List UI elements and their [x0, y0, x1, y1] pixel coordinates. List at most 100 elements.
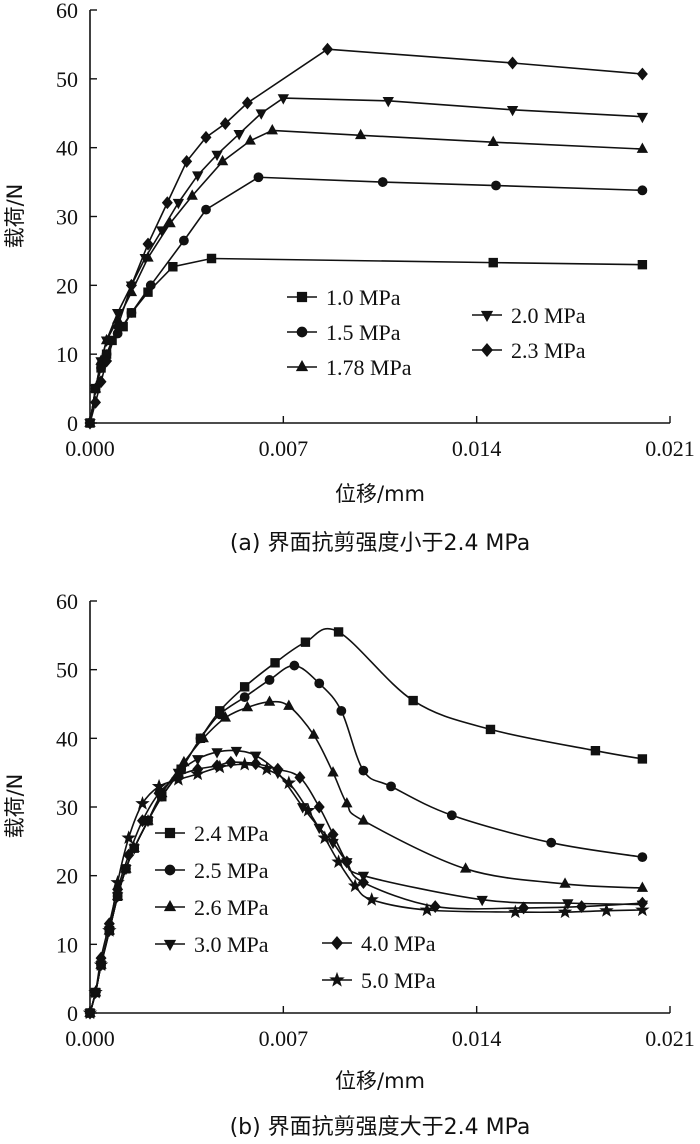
data-point [219, 711, 232, 722]
data-point [241, 700, 254, 712]
data-point [635, 902, 650, 917]
y-tick-label: 20 [56, 273, 78, 298]
data-point [382, 97, 394, 108]
data-point [112, 320, 124, 334]
data-point [126, 307, 137, 318]
data-point [178, 235, 189, 246]
data-point [123, 848, 135, 862]
data-point [102, 923, 117, 937]
legend-item: 2.6 MPa [155, 895, 269, 920]
data-point [216, 154, 229, 166]
data-point [225, 755, 237, 769]
data-point [135, 796, 150, 810]
data-point [121, 830, 136, 845]
data-point [200, 130, 212, 144]
data-point [637, 754, 648, 764]
data-point [354, 128, 367, 140]
data-point [142, 237, 154, 251]
data-point [263, 695, 276, 706]
data-point [237, 756, 252, 771]
caption-b: (b) 界面抗剪强度大于2.4 MPa [230, 1115, 531, 1140]
x-tick-label: 0.014 [452, 1026, 502, 1051]
data-point [491, 180, 501, 191]
data-point [518, 901, 530, 915]
data-point [506, 105, 519, 117]
series-5-0-mpa-b [82, 756, 650, 1020]
data-point [241, 96, 253, 110]
data-point [308, 728, 320, 739]
series-line [89, 700, 643, 1014]
data-point [239, 682, 250, 692]
data-point [253, 172, 264, 183]
legend-marker [480, 310, 494, 323]
data-point [82, 1005, 98, 1020]
data-point [164, 216, 176, 228]
x-tick-label: 0.000 [65, 1026, 115, 1051]
data-point [259, 761, 274, 776]
x-ticks-a: 0.000 0.007 0.014 0.021 [65, 416, 695, 461]
data-point [95, 375, 107, 389]
data-point [88, 984, 103, 999]
data-point [186, 189, 198, 200]
legend-marker [295, 359, 309, 372]
x-axis-title-a: 位移/mm [335, 482, 425, 506]
data-point [419, 902, 435, 917]
data-point [266, 123, 278, 135]
series-layer-a [84, 42, 649, 430]
data-point [111, 309, 124, 320]
data-point [233, 130, 245, 141]
legend-label: 2.5 MPa [194, 858, 269, 883]
data-point [446, 810, 457, 821]
data-point [336, 705, 347, 716]
legend-marker [164, 864, 176, 876]
data-point [125, 278, 137, 292]
data-point [546, 837, 557, 848]
series-2-3-mpa-a [84, 42, 648, 430]
data-point [459, 862, 472, 873]
data-point [212, 759, 227, 774]
legend-marker [163, 939, 177, 952]
y-tick-label: 30 [56, 795, 78, 820]
series-layer-b [82, 627, 650, 1020]
x-ticks-b: 0.000 0.007 0.014 0.021 [65, 1006, 695, 1051]
legend-marker [163, 899, 177, 912]
data-point [508, 904, 523, 919]
data-point [101, 354, 113, 368]
legend-item: 2.4 MPa [155, 821, 269, 846]
y-tick-label: 50 [56, 658, 78, 683]
chart-panel-a: 0.000 0.007 0.014 0.021 0 10 20 30 40 50 60 1.0 M… [3, 0, 695, 556]
data-point [476, 895, 488, 907]
y-tick-label: 60 [56, 589, 78, 614]
legend-label: 2.0 MPa [511, 303, 586, 328]
data-point [559, 877, 571, 888]
data-point [313, 800, 325, 814]
data-point [161, 196, 173, 210]
x-tick-label: 0.000 [65, 436, 115, 461]
data-point [357, 876, 369, 889]
series-2-5-mpa-b [85, 660, 648, 1018]
y-tick-label: 0 [67, 1001, 78, 1026]
data-point [487, 135, 499, 147]
data-point [206, 253, 217, 264]
legend-item: 4.0 MPa [322, 931, 436, 956]
data-point [364, 892, 379, 906]
data-point [172, 198, 185, 210]
data-point [488, 257, 498, 268]
data-point [90, 395, 102, 409]
data-point [211, 748, 223, 759]
y-ticks-a: 0 10 20 30 40 50 60 [56, 0, 97, 436]
data-point [314, 678, 325, 689]
x-tick-label: 0.007 [259, 1026, 309, 1051]
data-point [408, 695, 418, 706]
legend-item: 1.0 MPa [287, 285, 401, 310]
data-point [590, 745, 601, 756]
legend-label: 2.4 MPa [194, 821, 269, 846]
legend-marker [296, 291, 308, 303]
legend-item: 2.5 MPa [155, 858, 269, 883]
data-point [283, 699, 295, 710]
data-point [636, 67, 648, 81]
data-point [327, 828, 339, 841]
data-point [178, 755, 190, 767]
y-tick-label: 10 [56, 932, 78, 957]
data-point [301, 802, 316, 817]
